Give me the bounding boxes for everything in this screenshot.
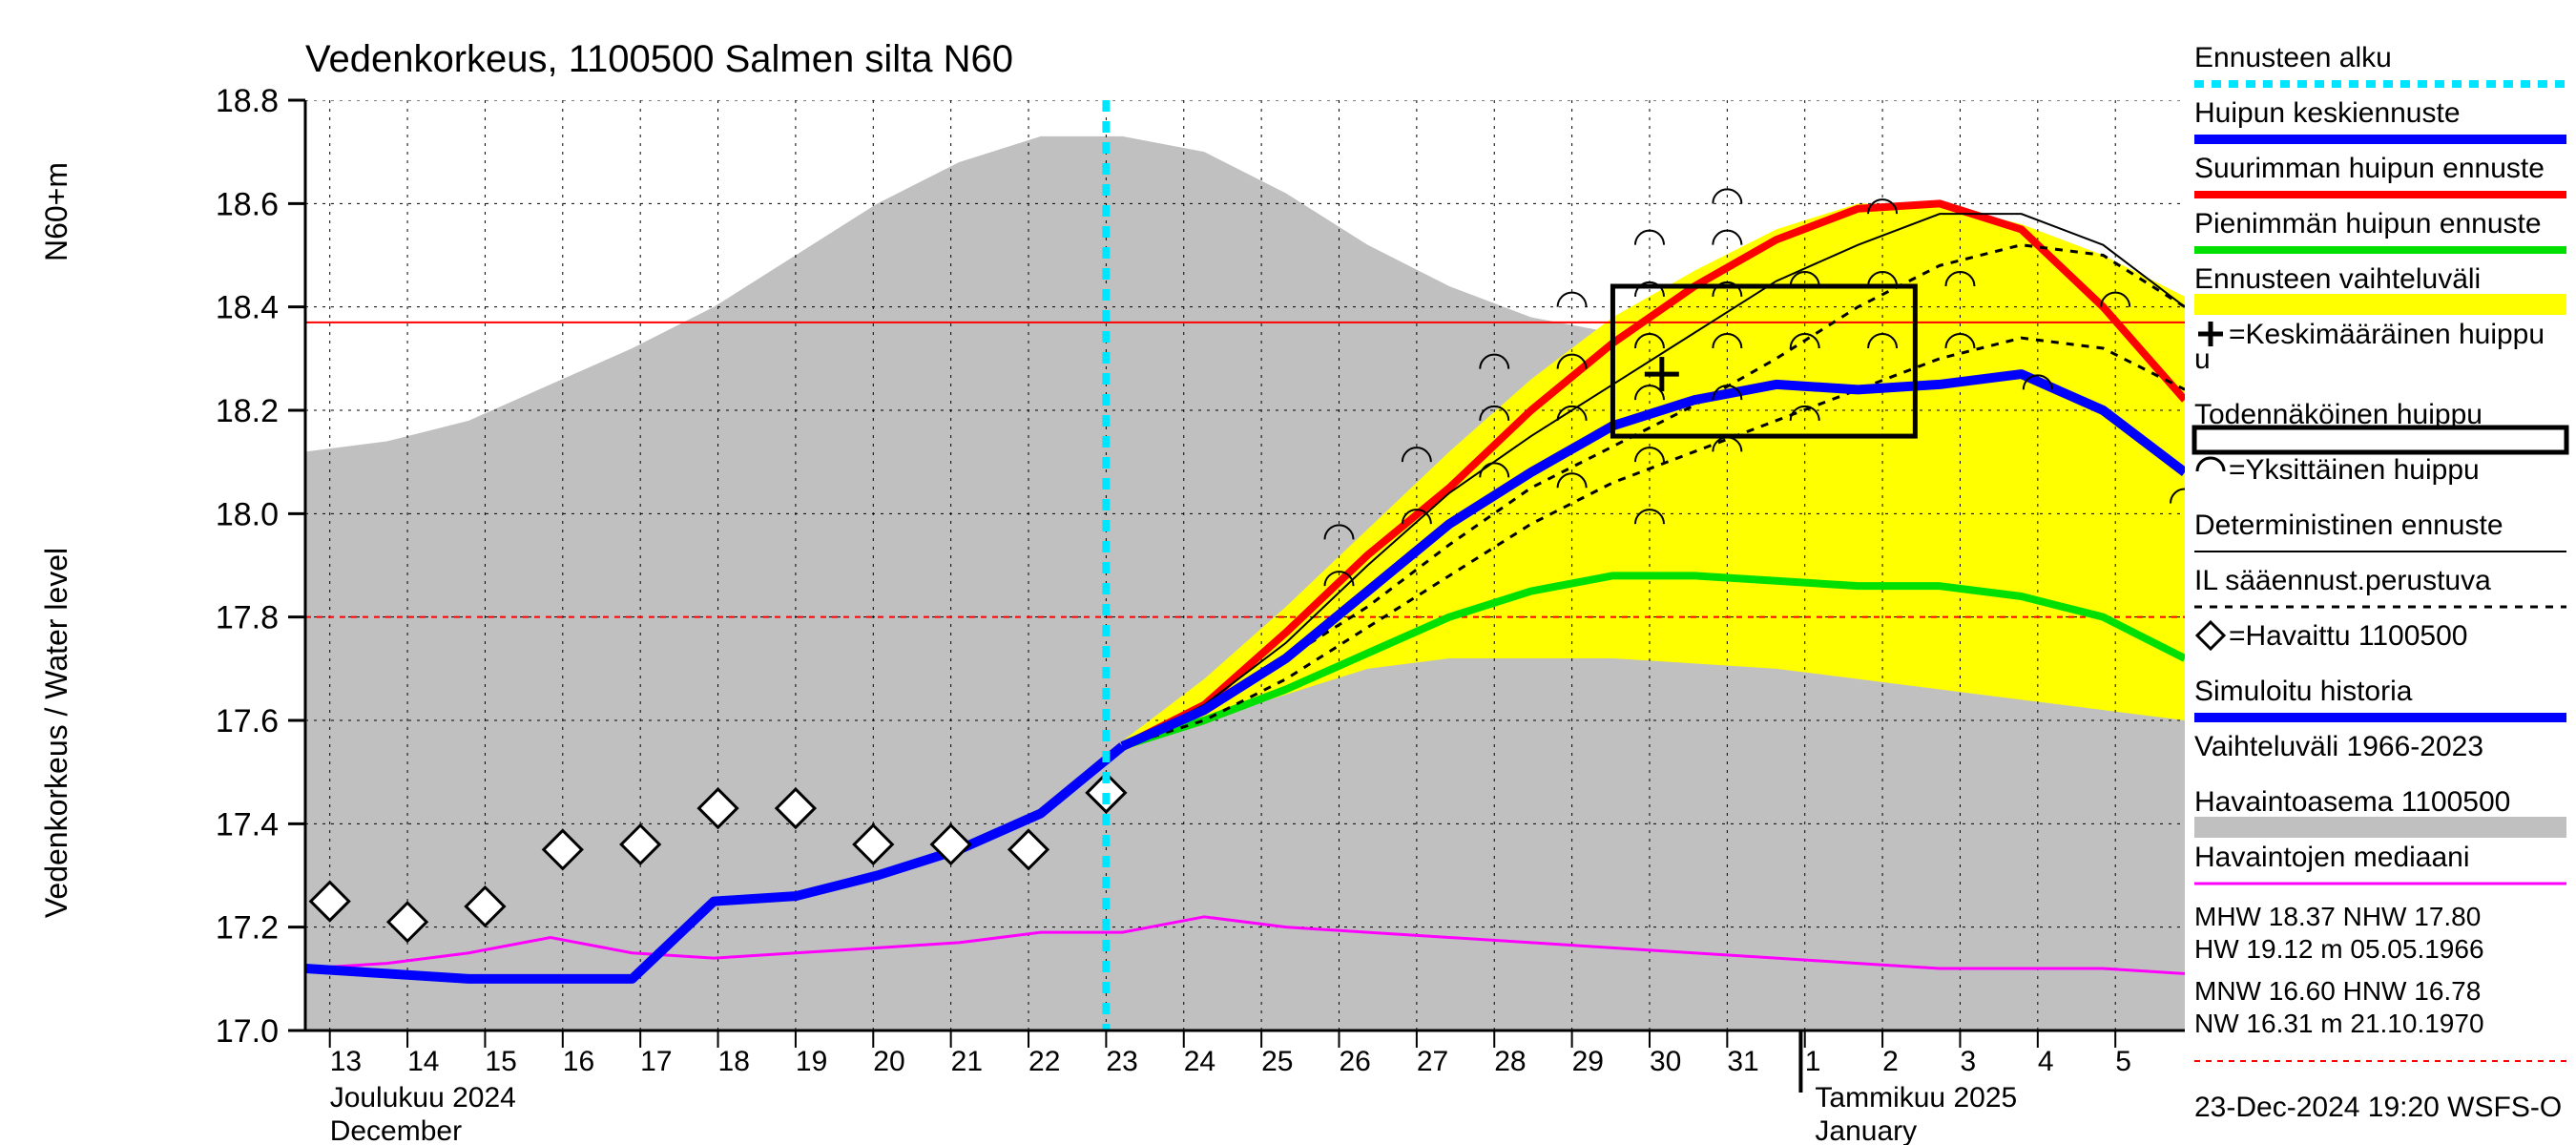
x-tick-label: 17 bbox=[640, 1046, 672, 1077]
x-tick-label: 20 bbox=[873, 1046, 904, 1077]
y-tick-label: 17.0 bbox=[216, 1013, 279, 1050]
x-tick-label: 25 bbox=[1261, 1046, 1293, 1077]
legend-label: =Yksittäinen huippu bbox=[2229, 454, 2480, 486]
y-tick-label: 17.8 bbox=[216, 600, 279, 636]
y-tick-label: 17.2 bbox=[216, 910, 279, 947]
x-tick-label: 19 bbox=[796, 1046, 827, 1077]
legend-label: Suurimman huipun ennuste bbox=[2194, 153, 2545, 184]
legend-label: Huipun keskiennuste bbox=[2194, 97, 2461, 129]
x-tick-label: 27 bbox=[1417, 1046, 1448, 1077]
x-tick-label: 15 bbox=[485, 1046, 516, 1077]
month-label: January bbox=[1815, 1115, 1917, 1145]
stats-line: HW 19.12 m 05.05.1966 bbox=[2194, 934, 2484, 964]
water-level-chart: 17.0 17.2 17.4 17.6 17.8 18.0 18.2 18.4 18.6 18.8… bbox=[0, 0, 2576, 1145]
x-tick-label: 2 bbox=[1882, 1046, 1899, 1077]
legend-label: Deterministinen ennuste bbox=[2194, 510, 2503, 541]
x-tick-label: 24 bbox=[1184, 1046, 1215, 1077]
x-tick-label: 5 bbox=[2115, 1046, 2131, 1077]
month-label: December bbox=[330, 1115, 462, 1145]
x-tick-label: 31 bbox=[1727, 1046, 1758, 1077]
footer-timestamp: 23-Dec-2024 19:20 WSFS-O bbox=[2194, 1092, 2562, 1123]
y-tick-label: 17.6 bbox=[216, 703, 279, 739]
x-tick-label: 18 bbox=[718, 1046, 750, 1077]
chart-title: Vedenkorkeus, 1100500 Salmen silta N60 bbox=[305, 38, 1013, 80]
x-tick-label: 28 bbox=[1494, 1046, 1526, 1077]
legend-label: u bbox=[2194, 344, 2211, 375]
legend-label: Simuloitu historia bbox=[2194, 676, 2413, 707]
y-tick-label: 18.0 bbox=[216, 496, 279, 532]
x-tick-label: 21 bbox=[951, 1046, 983, 1077]
y-tick-label: 18.8 bbox=[216, 83, 279, 119]
x-tick-label: 22 bbox=[1028, 1046, 1060, 1077]
x-tick-label: 4 bbox=[2038, 1046, 2054, 1077]
x-tick-label: 14 bbox=[407, 1046, 439, 1077]
x-tick-label: 1 bbox=[1805, 1046, 1821, 1077]
legend-label: Havaintoasema 1100500 bbox=[2194, 786, 2510, 818]
x-tick-label: 23 bbox=[1106, 1046, 1137, 1077]
legend-label: IL sääennust.perustuva bbox=[2194, 565, 2491, 596]
stats-line: NW 16.31 m 21.10.1970 bbox=[2194, 1009, 2484, 1038]
x-tick-label: 13 bbox=[330, 1046, 362, 1077]
legend-label: Vaihteluväli 1966-2023 bbox=[2194, 731, 2483, 762]
legend-label: Pienimmän huipun ennuste bbox=[2194, 208, 2542, 239]
x-tick-label: 29 bbox=[1572, 1046, 1604, 1077]
legend-label: =Havaittu 1100500 bbox=[2229, 620, 2467, 652]
x-tick-label: 3 bbox=[1960, 1046, 1976, 1077]
month-label: Joulukuu 2024 bbox=[330, 1082, 516, 1114]
month-label: Tammikuu 2025 bbox=[1815, 1082, 2017, 1114]
stats-line: MNW 16.60 HNW 16.78 bbox=[2194, 976, 2481, 1006]
x-tick-label: 26 bbox=[1340, 1046, 1371, 1077]
y-tick-label: 18.2 bbox=[216, 393, 279, 429]
y-axis-label: Vedenkorkeus / Water level bbox=[39, 548, 73, 918]
stats-line: MHW 18.37 NHW 17.80 bbox=[2194, 902, 2481, 931]
legend-label: =Keskimääräinen huippu bbox=[2229, 319, 2545, 350]
x-tick-label: 30 bbox=[1650, 1046, 1681, 1077]
x-tick-label: 16 bbox=[563, 1046, 594, 1077]
y-tick-label: 18.6 bbox=[216, 186, 279, 222]
legend-label: Havaintojen mediaani bbox=[2194, 842, 2470, 873]
y-axis-unit: N60+m bbox=[39, 162, 73, 261]
y-tick-label: 17.4 bbox=[216, 806, 279, 843]
legend-label: Ennusteen vaihteluväli bbox=[2194, 263, 2481, 295]
y-tick-label: 18.4 bbox=[216, 290, 279, 326]
legend-label: Ennusteen alku bbox=[2194, 42, 2392, 73]
